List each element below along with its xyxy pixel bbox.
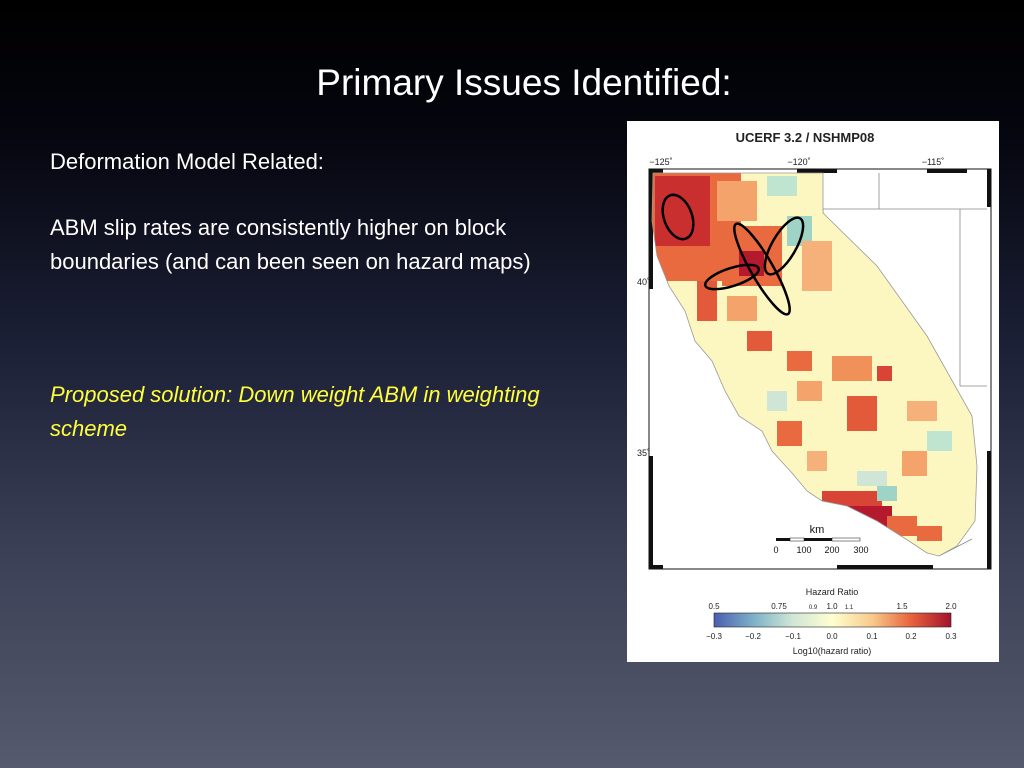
lat-label-35: 35˚	[637, 448, 650, 458]
colorbar-top-tick-6: 2.0	[945, 602, 957, 611]
colorbar-top-tick-2: 0.9	[809, 605, 818, 611]
lon-label-115: −115˚	[922, 157, 945, 167]
colorbar-bottom-tick-6: 0.3	[945, 632, 957, 641]
scale-unit: km	[810, 524, 825, 536]
colorbar	[713, 612, 952, 628]
highlight-ellipse-4	[703, 263, 761, 291]
colorbar-title: Hazard Ratio	[806, 587, 859, 597]
colorbar-label: Log10(hazard ratio)	[793, 646, 872, 656]
map-frame-ticks	[649, 169, 991, 569]
colorbar-top-tick-5: 1.5	[896, 602, 908, 611]
lon-label-125: −125˚	[649, 157, 672, 167]
issue-paragraph: ABM slip rates are consistently higher o…	[50, 215, 531, 274]
highlight-ellipse-3	[763, 216, 805, 276]
colorbar-top-tick-1: 0.75	[771, 602, 787, 611]
figure-title: UCERF 3.2 / NSHMP08	[736, 130, 875, 145]
california-outline	[651, 172, 978, 557]
colorbar-bottom-tick-0: −0.3	[706, 632, 722, 641]
colorbar-bottom-tick-2: −0.1	[785, 632, 801, 641]
slide-title: Primary Issues Identified:	[316, 62, 732, 103]
colorbar-bottom-tick-4: 0.1	[866, 632, 878, 641]
scale-tick-0: 0	[773, 545, 778, 555]
lat-label-40: 40˚	[637, 277, 650, 287]
colorbar-top-tick-4: 1.1	[845, 605, 854, 611]
scale-bar	[776, 537, 861, 542]
scale-tick-200: 200	[824, 545, 839, 555]
highlight-ellipses	[661, 193, 805, 316]
highlight-ellipse-1	[661, 193, 695, 241]
colorbar-bottom-tick-3: 0.0	[826, 632, 838, 641]
highlight-ellipse-2	[733, 222, 791, 316]
colorbar-top-tick-0: 0.5	[708, 602, 720, 611]
colorbar-bottom-tick-1: −0.2	[745, 632, 761, 641]
lon-label-120: −120˚	[787, 157, 810, 167]
scale-tick-300: 300	[853, 545, 868, 555]
hazard-ratio-map-figure: UCERF 3.2 / NSHMP08 −125˚ −120˚ −115˚ 40…	[627, 121, 999, 662]
scale-tick-100: 100	[796, 545, 811, 555]
section-heading: Deformation Model Related:	[50, 149, 324, 174]
proposed-solution: Proposed solution: Down weight ABM in we…	[50, 382, 540, 441]
colorbar-top-tick-3: 1.0	[826, 602, 838, 611]
colorbar-bottom-tick-5: 0.2	[905, 632, 917, 641]
